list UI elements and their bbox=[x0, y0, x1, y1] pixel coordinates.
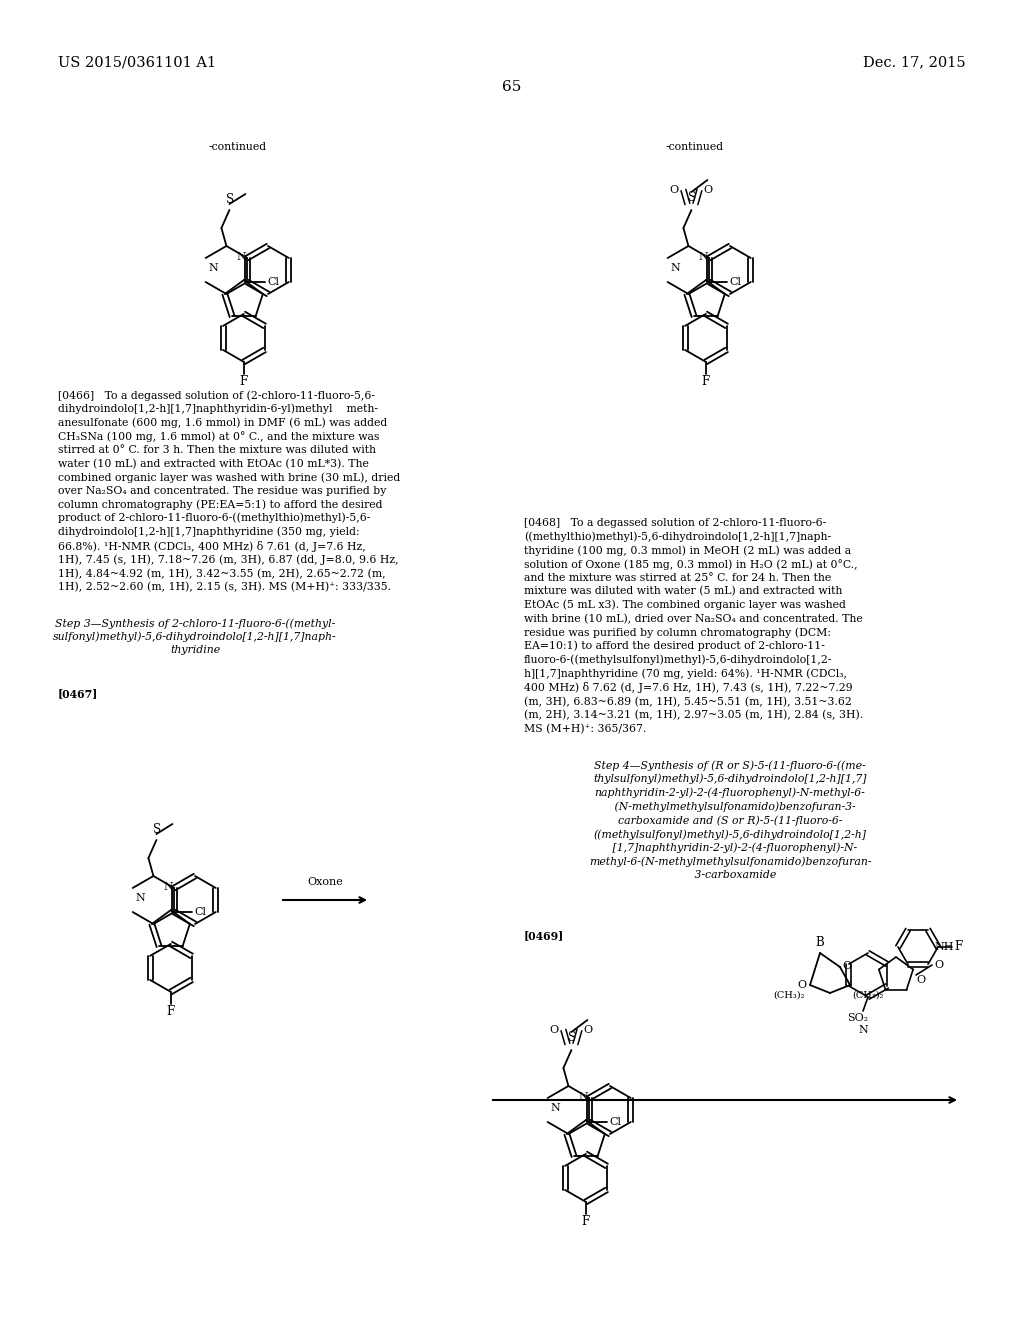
Text: S: S bbox=[568, 1031, 577, 1044]
Text: O: O bbox=[797, 979, 806, 990]
Text: [0466]   To a degassed solution of (2-chloro-11-fluoro-5,6-
dihydroindolo[1,2-h]: [0466] To a degassed solution of (2-chlo… bbox=[58, 389, 400, 593]
Text: N: N bbox=[209, 263, 218, 273]
Text: NH: NH bbox=[934, 942, 953, 952]
Text: O: O bbox=[584, 1026, 593, 1035]
Text: F: F bbox=[954, 940, 963, 953]
Text: N: N bbox=[579, 1092, 588, 1102]
Text: N: N bbox=[858, 1026, 868, 1035]
Text: B: B bbox=[816, 936, 824, 949]
Text: Cl: Cl bbox=[729, 277, 741, 286]
Text: O: O bbox=[703, 185, 713, 195]
Text: F: F bbox=[582, 1214, 590, 1228]
Text: Dec. 17, 2015: Dec. 17, 2015 bbox=[863, 55, 966, 69]
Text: N: N bbox=[698, 252, 709, 261]
Text: S: S bbox=[688, 191, 696, 205]
Text: US 2015/0361101 A1: US 2015/0361101 A1 bbox=[58, 55, 216, 69]
Text: F: F bbox=[240, 375, 248, 388]
Text: N: N bbox=[237, 252, 246, 261]
Text: F: F bbox=[167, 1005, 175, 1018]
Text: -continued: -continued bbox=[209, 143, 267, 152]
Text: Oxone: Oxone bbox=[307, 876, 343, 887]
Text: SO₂: SO₂ bbox=[848, 1012, 868, 1023]
Text: Cl: Cl bbox=[267, 277, 280, 286]
Text: S: S bbox=[154, 822, 162, 836]
Text: 65: 65 bbox=[503, 81, 521, 94]
Text: [0469]: [0469] bbox=[524, 931, 564, 941]
Text: (CH₃)₂: (CH₃)₂ bbox=[852, 990, 884, 999]
Text: O: O bbox=[934, 960, 943, 970]
Text: O: O bbox=[842, 961, 851, 972]
Text: O: O bbox=[550, 1026, 559, 1035]
Text: F: F bbox=[701, 375, 710, 388]
Text: O: O bbox=[916, 975, 925, 985]
Text: [0468]   To a degassed solution of 2-chloro-11-fluoro-6-
((methylthio)methyl)-5,: [0468] To a degassed solution of 2-chlor… bbox=[524, 517, 863, 734]
Text: Step 4—Synthesis of (R or S)-5-(11-fluoro-6-((me-
thylsulfonyl)methyl)-5,6-dihyd: Step 4—Synthesis of (R or S)-5-(11-fluor… bbox=[589, 760, 871, 880]
Text: O: O bbox=[670, 185, 679, 195]
Text: Cl: Cl bbox=[609, 1117, 622, 1127]
Text: [0467]: [0467] bbox=[58, 688, 98, 700]
Text: N: N bbox=[671, 263, 680, 273]
Text: N: N bbox=[551, 1104, 560, 1113]
Text: Step 3—Synthesis of 2-chloro-11-fluoro-6-((methyl-
sulfonyl)methyl)-5,6-dihydroi: Step 3—Synthesis of 2-chloro-11-fluoro-6… bbox=[53, 618, 337, 656]
Text: -continued: -continued bbox=[666, 143, 724, 152]
Text: N: N bbox=[164, 882, 173, 892]
Text: Cl: Cl bbox=[195, 907, 206, 917]
Text: (CH₃)₂: (CH₃)₂ bbox=[773, 990, 805, 999]
Text: N: N bbox=[135, 894, 145, 903]
Text: S: S bbox=[226, 193, 234, 206]
